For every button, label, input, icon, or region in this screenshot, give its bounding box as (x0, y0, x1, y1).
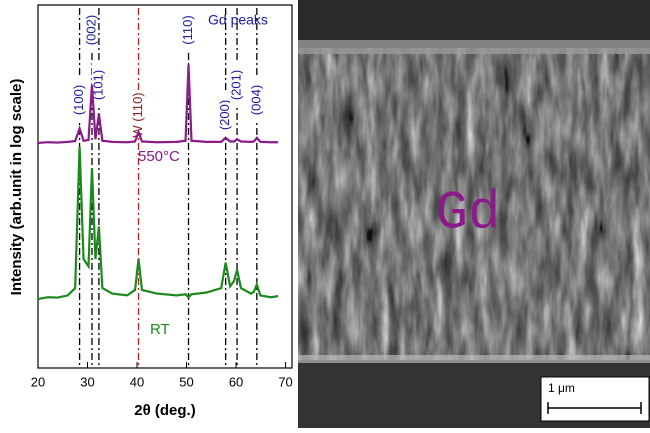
label-bg (131, 93, 146, 137)
x-tick-label: 40 (130, 374, 144, 389)
peak-label: (200) (217, 100, 232, 130)
series-label: RT (150, 321, 170, 338)
peak-label: W (110) (130, 92, 145, 137)
peak-label: (101) (90, 70, 105, 100)
sem-image: Gd 1 μm (298, 0, 650, 428)
peak-label: (002) (83, 15, 98, 45)
scale-bar-label: 1 μm (548, 381, 575, 395)
y-axis-label: Intensity (arb.unit in log scale) (8, 79, 25, 296)
label-bg (249, 78, 264, 122)
x-tick-label: 60 (229, 374, 243, 389)
plot-frame (37, 4, 293, 369)
x-axis-label: 2θ (deg.) (134, 402, 195, 419)
x-tick-label: 30 (80, 374, 94, 389)
data-line (37, 146, 279, 301)
x-tick-label: 20 (31, 374, 45, 389)
label-bg (91, 63, 106, 107)
x-tick-label: 70 (278, 374, 292, 389)
peak-label: (110) (180, 15, 195, 44)
series-label: 550°C (138, 148, 180, 165)
label-bg (230, 63, 245, 107)
label-bg (181, 8, 196, 52)
peak-label: (201) (228, 70, 243, 100)
label-bg (84, 8, 99, 52)
data-line (37, 64, 279, 145)
image-label: Gd (436, 183, 501, 244)
peak-label: (100) (71, 85, 86, 115)
peak-label: (004) (248, 85, 263, 115)
label-bg (72, 78, 87, 122)
annotation: Gd peaks (208, 12, 268, 28)
x-tick-label: 50 (179, 374, 193, 389)
label-bg (218, 93, 233, 137)
